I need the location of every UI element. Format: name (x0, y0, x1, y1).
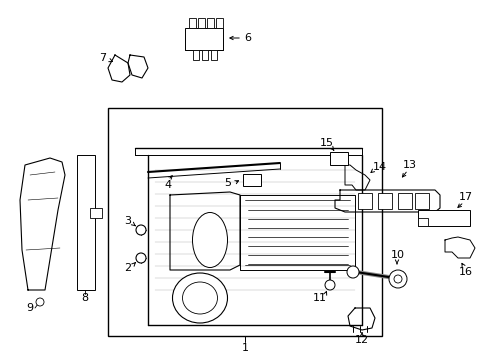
Ellipse shape (182, 282, 217, 314)
Ellipse shape (325, 280, 334, 290)
Text: 4: 4 (164, 180, 171, 190)
Bar (377, 193, 391, 209)
Text: 9: 9 (26, 303, 34, 313)
Text: 6: 6 (244, 33, 251, 43)
Text: 10: 10 (390, 250, 404, 260)
Text: 3: 3 (124, 216, 131, 226)
Bar (417, 210, 469, 226)
Bar (108, 108, 381, 336)
Bar (414, 193, 428, 209)
Ellipse shape (388, 270, 406, 288)
Bar (189, 18, 196, 28)
Text: 7: 7 (99, 53, 106, 63)
Bar (210, 50, 217, 60)
Text: 13: 13 (402, 160, 416, 170)
Text: 8: 8 (81, 293, 88, 303)
Text: 11: 11 (312, 293, 326, 303)
Text: 1: 1 (241, 343, 248, 353)
Bar (202, 50, 207, 60)
Text: 16: 16 (458, 267, 472, 277)
Ellipse shape (136, 253, 146, 263)
Ellipse shape (393, 275, 401, 283)
Ellipse shape (172, 273, 227, 323)
Ellipse shape (136, 225, 146, 235)
Bar (184, 28, 223, 50)
Text: 5: 5 (224, 178, 231, 188)
Bar (329, 152, 347, 165)
Text: 14: 14 (372, 162, 386, 172)
Bar (243, 174, 261, 186)
Bar (216, 18, 223, 28)
Ellipse shape (36, 298, 44, 306)
Bar (397, 193, 411, 209)
Bar (357, 193, 371, 209)
Bar (193, 50, 199, 60)
Text: 15: 15 (319, 138, 333, 148)
Ellipse shape (192, 212, 227, 267)
Bar (77, 155, 95, 290)
Bar (417, 218, 427, 226)
Text: 17: 17 (458, 192, 472, 202)
Bar (198, 18, 204, 28)
Text: 12: 12 (354, 335, 368, 345)
Bar (90, 208, 102, 218)
Text: 2: 2 (124, 263, 131, 273)
Ellipse shape (346, 266, 358, 278)
Bar (206, 18, 214, 28)
